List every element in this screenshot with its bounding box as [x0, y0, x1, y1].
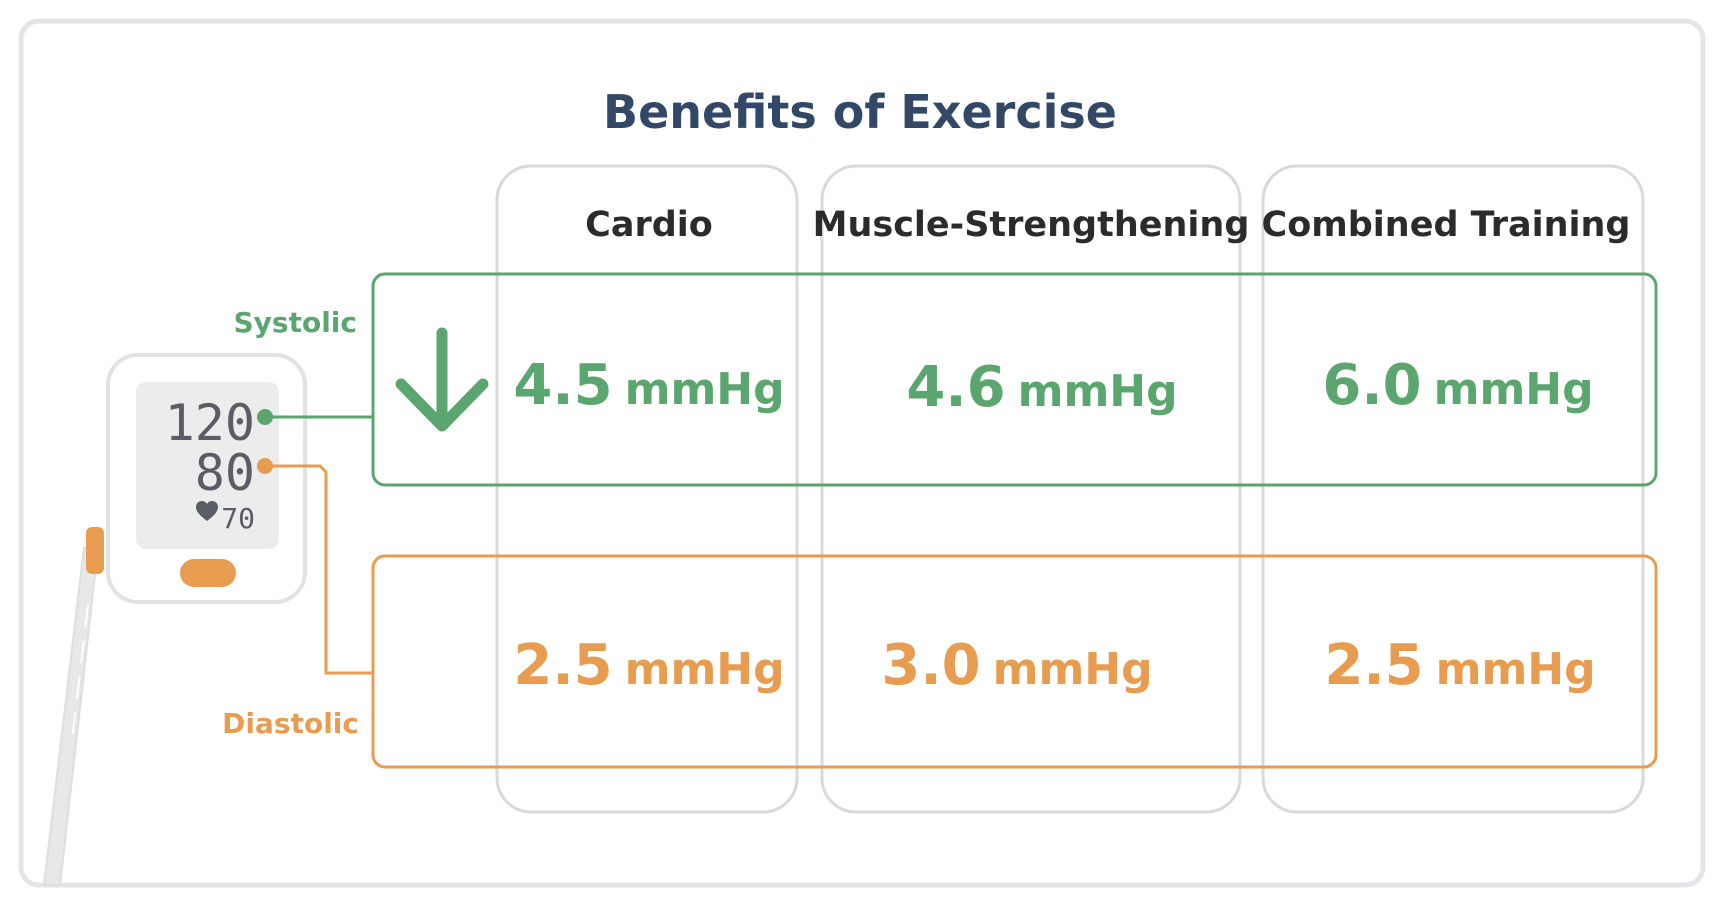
column-header-muscle-strengthening: Muscle-Strengthening: [813, 205, 1250, 245]
systolic-label: Systolic: [234, 306, 358, 339]
monitor-connector: [86, 527, 104, 574]
systolic-connector: [257, 409, 373, 425]
column-box-combined-training: [1261, 164, 1645, 814]
diastolic-label: Diastolic: [222, 707, 359, 740]
column-box-cardio: [495, 164, 799, 814]
value-diastolic-combined-training: 2.5 mmHg: [1324, 633, 1595, 698]
heart-icon: [196, 501, 218, 521]
down-arrow-icon: [395, 327, 489, 432]
value-diastolic-cardio: 2.5 mmHg: [513, 633, 784, 698]
card-frame: [18, 18, 1706, 888]
diastolic-row-box: [371, 554, 1658, 769]
monitor-screen: [136, 382, 279, 549]
monitor-diastolic-reading: 80: [195, 444, 255, 502]
page-title: Benefits of Exercise: [603, 85, 1117, 139]
blood-pressure-monitor-illustration: 120 80 70: [42, 353, 307, 886]
tube-highlight: [71, 604, 89, 741]
column-header-cardio: Cardio: [585, 205, 713, 245]
column-box-muscle-strengthening: [820, 164, 1242, 814]
value-systolic-combined-training: 6.0 mmHg: [1322, 353, 1593, 418]
systolic-row-box: [371, 272, 1658, 487]
column-header-combined-training: Combined Training: [1262, 205, 1631, 245]
value-systolic-cardio: 4.5 mmHg: [513, 353, 784, 418]
monitor-button: [180, 559, 236, 587]
value-systolic-muscle-strengthening: 4.6 mmHg: [906, 355, 1177, 420]
monitor-systolic-reading: 120: [165, 394, 255, 452]
diastolic-connector: [257, 458, 373, 675]
value-diastolic-muscle-strengthening: 3.0 mmHg: [881, 633, 1152, 698]
monitor-pulse-reading: 70: [221, 502, 255, 535]
